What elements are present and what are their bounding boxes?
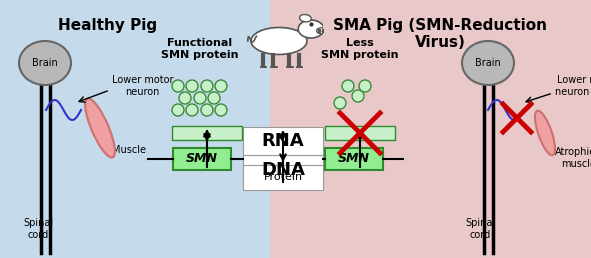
Text: RNA: RNA xyxy=(262,132,304,150)
Text: Protein: Protein xyxy=(264,173,303,182)
Ellipse shape xyxy=(186,80,198,92)
Text: Brain: Brain xyxy=(475,58,501,68)
FancyBboxPatch shape xyxy=(243,155,323,185)
Text: DNA: DNA xyxy=(261,161,305,179)
Ellipse shape xyxy=(215,80,227,92)
Ellipse shape xyxy=(334,97,346,109)
Ellipse shape xyxy=(208,92,220,104)
Bar xyxy=(0,0,270,258)
Ellipse shape xyxy=(352,90,364,102)
Text: SMN: SMN xyxy=(186,152,218,165)
FancyBboxPatch shape xyxy=(243,165,323,190)
FancyBboxPatch shape xyxy=(243,127,323,155)
Ellipse shape xyxy=(85,99,115,158)
Text: Functional
SMN protein: Functional SMN protein xyxy=(161,38,239,60)
Ellipse shape xyxy=(201,80,213,92)
FancyBboxPatch shape xyxy=(325,126,395,140)
FancyBboxPatch shape xyxy=(173,148,231,170)
Text: Atrophied
muscle: Atrophied muscle xyxy=(555,147,591,169)
Text: Muscle: Muscle xyxy=(112,145,146,155)
Text: SMN: SMN xyxy=(338,152,370,165)
Ellipse shape xyxy=(535,111,555,155)
Bar xyxy=(270,0,591,258)
Ellipse shape xyxy=(215,104,227,116)
Ellipse shape xyxy=(172,104,184,116)
Text: Spinal
cord: Spinal cord xyxy=(465,219,495,240)
Text: Lower motor
neuron death: Lower motor neuron death xyxy=(555,75,591,97)
Ellipse shape xyxy=(201,104,213,116)
Text: Healthy Pig: Healthy Pig xyxy=(59,18,158,33)
Ellipse shape xyxy=(194,92,206,104)
Ellipse shape xyxy=(342,80,354,92)
Text: Brain: Brain xyxy=(32,58,58,68)
FancyBboxPatch shape xyxy=(325,148,383,170)
Ellipse shape xyxy=(19,41,71,85)
Ellipse shape xyxy=(186,104,198,116)
Text: SMA Pig (SMN-Reduction
Virus): SMA Pig (SMN-Reduction Virus) xyxy=(333,18,547,50)
Ellipse shape xyxy=(462,41,514,85)
Ellipse shape xyxy=(172,80,184,92)
Ellipse shape xyxy=(359,80,371,92)
FancyBboxPatch shape xyxy=(172,126,242,140)
Text: Spinal
cord: Spinal cord xyxy=(23,219,53,240)
Text: Less
SMN protein: Less SMN protein xyxy=(322,38,399,60)
Text: Lower motor
neuron: Lower motor neuron xyxy=(112,75,174,97)
Ellipse shape xyxy=(179,92,191,104)
